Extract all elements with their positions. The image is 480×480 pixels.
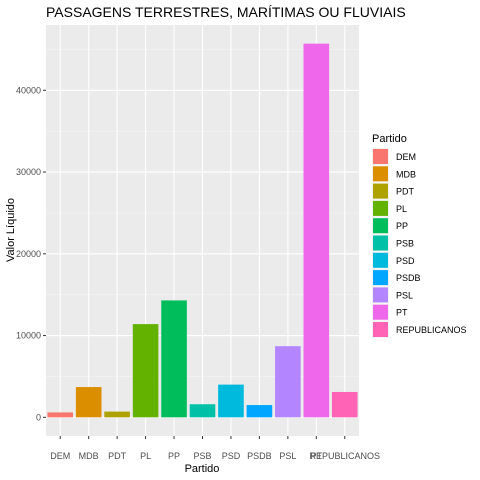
y-tick-label: 30000 xyxy=(16,167,41,177)
legend-swatch xyxy=(373,270,388,286)
bar-pt xyxy=(303,43,330,418)
bar-pp xyxy=(161,300,187,418)
bar-psb xyxy=(189,404,216,418)
legend-label: PDT xyxy=(396,187,415,197)
bar-pdt xyxy=(104,411,130,418)
legend-swatch xyxy=(373,166,388,182)
legend: Partido DEM MDB PDT PL PP PSB PSD PSDB PSL PT REPU… xyxy=(372,133,467,338)
y-tick-label: 0 xyxy=(36,412,41,422)
x-tick-label: PSL xyxy=(279,451,296,461)
x-tick-label: PP xyxy=(168,451,180,461)
bar-dem xyxy=(47,412,74,418)
y-axis-title: Valor Líquido xyxy=(5,198,17,262)
legend-swatch xyxy=(373,322,388,337)
y-tick-label: 20000 xyxy=(16,249,41,259)
legend-label: PSD xyxy=(396,256,415,266)
y-axis-ticks: 0 10000 20000 30000 40000 xyxy=(16,85,46,422)
x-tick-label: REPUBLICANOS xyxy=(310,451,381,461)
bar-pl xyxy=(132,324,159,418)
legend-label: PP xyxy=(396,221,408,231)
legend-label: DEM xyxy=(396,152,416,162)
legend-label: REPUBLICANOS xyxy=(396,325,467,335)
legend-swatch xyxy=(373,287,388,303)
y-tick-label: 40000 xyxy=(16,85,41,95)
bar-psl xyxy=(275,346,301,418)
x-tick-label: PL xyxy=(140,451,151,461)
x-axis-title: Partido xyxy=(185,463,220,475)
x-tick-label: PSB xyxy=(193,451,211,461)
legend-swatch xyxy=(373,235,388,251)
bars xyxy=(47,43,358,418)
bar-republicanos xyxy=(331,391,358,418)
x-tick-label: PSD xyxy=(222,451,241,461)
bar-psd xyxy=(218,384,244,418)
legend-swatch xyxy=(373,304,388,320)
chart-title: PASSAGENS TERRESTRES, MARÍTIMAS OU FLUVI… xyxy=(46,4,406,20)
legend-swatch xyxy=(373,252,388,268)
y-tick-label: 10000 xyxy=(16,331,41,341)
x-tick-label: PSDB xyxy=(247,451,272,461)
bar-mdb xyxy=(75,387,102,418)
legend-title: Partido xyxy=(372,133,407,145)
legend-label: MDB xyxy=(396,169,416,179)
bar-psdb xyxy=(246,405,273,418)
x-tick-label: PT xyxy=(311,451,323,461)
legend-items: DEM MDB PDT PL PP PSB PSD PSDB PSL PT REPUBLICANOS xyxy=(372,148,467,338)
legend-swatch xyxy=(373,218,388,234)
x-tick-label: DEM xyxy=(50,451,70,461)
legend-label: PSDB xyxy=(396,273,421,283)
legend-label: PL xyxy=(396,204,407,214)
legend-swatch xyxy=(373,183,388,199)
legend-swatch xyxy=(373,149,388,164)
legend-label: PSL xyxy=(396,290,413,300)
x-tick-label: MDB xyxy=(79,451,99,461)
x-tick-label: PDT xyxy=(108,451,127,461)
legend-label: PT xyxy=(396,308,408,318)
legend-label: PSB xyxy=(396,239,414,249)
legend-swatch xyxy=(373,200,388,216)
